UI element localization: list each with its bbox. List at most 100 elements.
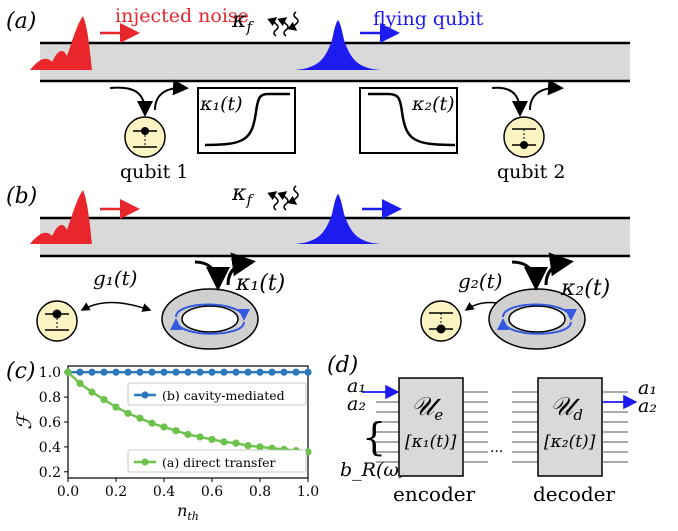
legend-label: (b) cavity-mediated	[162, 388, 285, 403]
a1-in-label: a₁	[347, 375, 366, 397]
encoder-label: encoder	[393, 482, 476, 506]
series-point-1	[64, 368, 72, 376]
series-point-0	[304, 368, 312, 376]
series-point-1	[124, 409, 132, 417]
kappa2-plot-box	[359, 87, 458, 154]
k1-label: κ₁(t)	[235, 271, 285, 296]
legend-swatch-point	[141, 391, 149, 399]
decoder-param: [κ₂(t)]	[544, 432, 596, 452]
brace-icon: {	[362, 415, 386, 459]
qubit-2-icon	[503, 116, 545, 158]
legend-box	[127, 382, 307, 406]
g1-label: g₁(t)	[93, 266, 137, 290]
decoder-box	[537, 377, 603, 477]
decay-label-b: κf	[231, 181, 254, 209]
x-tick-label: 0.8	[249, 484, 271, 500]
series-point-1	[160, 423, 168, 431]
series-point-1	[112, 403, 120, 411]
noise-pulse-b	[30, 190, 92, 244]
encoder-symbol: 𝒰e	[411, 392, 443, 424]
kappa2-in-arrow	[511, 260, 548, 291]
series-point-1	[136, 414, 144, 422]
qubit-1-icon	[124, 116, 166, 158]
flying-label: flying qubit	[373, 8, 484, 30]
panel-a: (a) injected noise κf flying qubit qubit…	[6, 5, 630, 183]
qubit-1-label: qubit 1	[120, 161, 188, 183]
y-tick-label: 0.8	[39, 390, 61, 406]
series-point-1	[220, 438, 228, 446]
decay-label-b-sub: f	[245, 191, 254, 209]
bR-label: b_R(ω)	[340, 459, 406, 481]
series-point-0	[256, 368, 264, 376]
panel-d-label: (d)	[327, 353, 358, 378]
series-point-1	[208, 435, 216, 444]
a1-out-label: a₁	[638, 377, 657, 399]
ellipsis: ···	[490, 444, 503, 460]
decay-label-a-main: κ	[231, 8, 247, 33]
series-point-0	[172, 368, 180, 376]
series-point-0	[232, 368, 240, 376]
coupling-arrow-q2-out	[529, 79, 564, 111]
x-tick-label: 0.2	[105, 484, 127, 500]
decay-label-b-main: κ	[231, 181, 247, 206]
series-point-0	[196, 368, 204, 376]
qubit-2-label: qubit 2	[497, 161, 565, 183]
series-point-1	[88, 388, 96, 396]
encoder-box	[398, 377, 464, 477]
encoder-symbol-sub: e	[434, 406, 443, 424]
flying-qubit-pulse-b	[295, 194, 380, 244]
a2-out-label: a₂	[638, 395, 657, 417]
x-tick-label: 0.4	[153, 484, 175, 500]
fidelity-chart: 0.0 0.2 0.4 0.6 0.8 1.0 0.2 0.4 0.6 0.8 1.0 nth ℱ (b)…	[12, 365, 319, 523]
series-point-1	[256, 443, 264, 451]
decay-label-a: κf	[231, 8, 254, 36]
panel-a-label: (a)	[6, 9, 36, 34]
x-tick-label: 0.0	[57, 484, 79, 500]
kappa1-plot-label: κ₁(t)	[199, 93, 243, 115]
noise-pulse-a	[30, 16, 92, 70]
series-point-0	[112, 368, 120, 376]
series-point-1	[172, 427, 180, 435]
y-tick-label: 0.4	[39, 440, 61, 456]
x-axis-label: nth	[177, 501, 199, 523]
y-tick-label: 1.0	[39, 365, 61, 381]
panel-b-label: (b)	[6, 184, 37, 209]
series-point-0	[220, 368, 228, 376]
series-point-0	[244, 368, 252, 376]
kappa1-plot-box	[197, 87, 296, 154]
panel-c: (c) 0.0 0.2 0.4 0.6 0.8 1.0 0.2 0.4 0.6 0.8 1.0 nth…	[6, 359, 319, 523]
y-tick-label: 0.6	[39, 415, 61, 431]
series-point-0	[280, 368, 288, 376]
y-axis-label: ℱ	[12, 411, 36, 430]
g2-label: g₂(t)	[458, 269, 502, 293]
decoder-symbol-sub: d	[573, 406, 583, 424]
encoder-param: [κ₁(t)]	[405, 432, 457, 452]
legend-label: (a) direct transfer	[162, 455, 275, 470]
kappa2-plot-label: κ₂(t)	[411, 93, 455, 115]
series-point-1	[148, 419, 156, 427]
middle-lines	[463, 391, 538, 463]
series-point-0	[160, 368, 168, 376]
series-point-1	[184, 430, 192, 439]
flying-qubit-pulse-a	[295, 20, 380, 70]
series-point-0	[292, 368, 300, 376]
kappa2-out-arrow	[544, 252, 574, 286]
panel-c-label: (c)	[6, 359, 36, 384]
panel-d: (d) a₁ a₂ { b_R(ω) 𝒰e [κ₁(t)]	[327, 353, 657, 506]
series-point-0	[76, 368, 84, 376]
series-point-1	[232, 439, 240, 447]
series-point-0	[148, 368, 156, 376]
kappa1-out-arrow	[226, 252, 256, 286]
decay-label-a-sub: f	[245, 18, 254, 36]
decoder-label: decoder	[533, 482, 616, 506]
coupling-arrow-q2-in	[491, 86, 528, 117]
panel-b: (b) κf g₁(t)	[6, 181, 630, 350]
series-point-0	[124, 368, 132, 376]
series-point-0	[268, 368, 276, 376]
legend-box	[127, 449, 307, 473]
qubit-3-icon	[36, 300, 78, 342]
x-tick-label: 1.0	[297, 484, 319, 500]
kappa1-in-arrow	[194, 260, 230, 291]
series-point-1	[100, 396, 108, 404]
squiggle-arrows-a	[267, 11, 299, 37]
